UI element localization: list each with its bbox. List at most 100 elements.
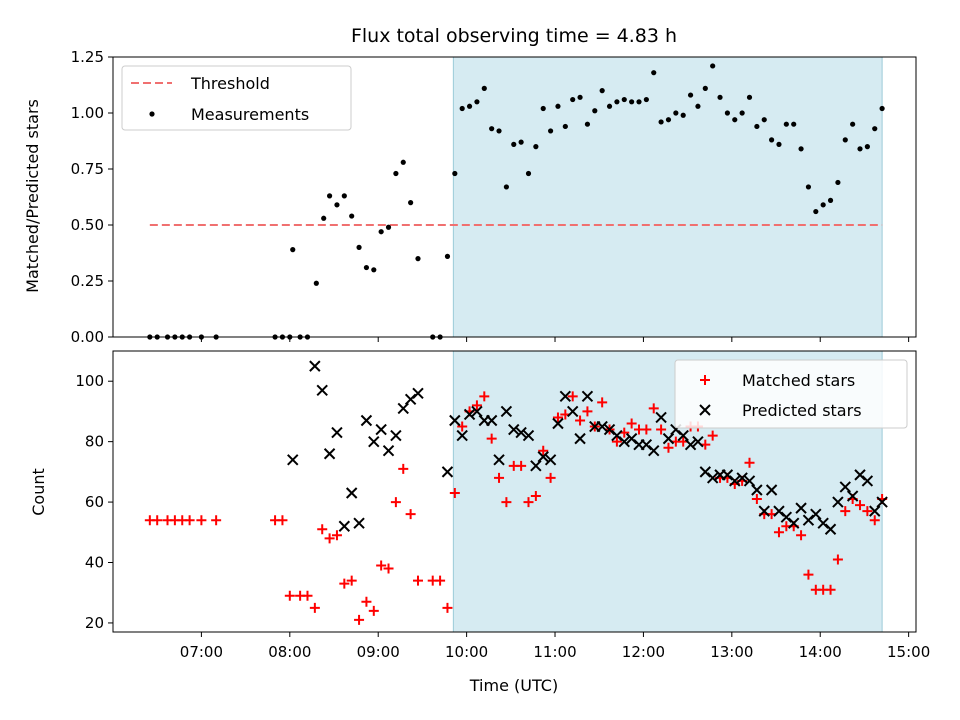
series-measurements — [147, 63, 885, 340]
y-tick-label: 100 — [75, 372, 104, 390]
bottom-panel: 20 40 60 80 100 07:00 08:00 09:00 10:00 11:00 12:0… — [75, 350, 930, 661]
measurement-point — [533, 144, 539, 150]
x-tick-label: 07:00 — [180, 643, 223, 661]
measurement-point — [827, 197, 834, 203]
measurement-point — [769, 137, 775, 143]
legend-predicted-label: Predicted stars — [742, 401, 862, 420]
matched-point — [869, 515, 880, 526]
matched-point — [412, 575, 423, 586]
measurement-point — [695, 103, 701, 109]
measurement-point — [570, 96, 576, 103]
measurement-point — [761, 117, 767, 123]
matched-point — [284, 590, 295, 601]
y-tick-label: 60 — [85, 493, 104, 511]
matched-point — [376, 560, 387, 571]
matched-point — [575, 415, 586, 426]
predicted-point — [471, 405, 483, 418]
matched-point — [383, 563, 394, 574]
predicted-point — [353, 517, 365, 529]
measurement-point — [415, 256, 421, 262]
measurement-point — [879, 105, 885, 112]
measurement-point — [525, 170, 532, 177]
matched-point — [277, 515, 288, 526]
predicted-point — [316, 384, 328, 396]
measurement-point — [835, 179, 841, 186]
x-tick-label: 11:00 — [533, 643, 576, 661]
predicted-point — [861, 475, 874, 487]
predicted-point — [485, 414, 498, 427]
matched-point — [361, 596, 372, 607]
x-tick-label: 08:00 — [268, 643, 311, 661]
measurement-point — [385, 224, 392, 230]
measurement-point — [459, 105, 465, 112]
measurement-point — [481, 85, 487, 91]
predicted-point — [552, 417, 564, 430]
measurement-point — [540, 105, 546, 112]
series-predicted-stars — [287, 360, 888, 535]
predicted-point — [839, 481, 851, 493]
predicted-point — [515, 426, 527, 439]
measurement-point — [489, 126, 495, 132]
y-tick-label: 0.50 — [71, 216, 104, 234]
measurement-point — [717, 94, 723, 100]
measurement-point — [371, 267, 377, 273]
predicted-point — [309, 360, 321, 372]
matched-point — [435, 575, 446, 586]
measurement-point — [474, 99, 480, 105]
matched-point — [567, 391, 578, 402]
measurement-point — [621, 96, 627, 103]
predicted-point — [537, 451, 549, 463]
matched-point — [855, 500, 866, 511]
matched-point — [398, 463, 409, 474]
measurement-point — [820, 202, 826, 208]
matched-point — [707, 430, 718, 441]
matched-point — [545, 472, 556, 483]
axes-frame — [112, 350, 917, 633]
x-tick-label: 13:00 — [710, 643, 753, 661]
measurement-point — [842, 137, 848, 143]
predicted-point — [662, 432, 675, 445]
matched-point — [552, 412, 563, 423]
predicted-point — [323, 448, 336, 460]
matched-point — [744, 457, 755, 468]
measurement-point — [783, 121, 789, 127]
y-tick-label: 1.00 — [71, 104, 104, 122]
measurement-point — [805, 184, 812, 190]
predicted-point — [743, 475, 756, 487]
matched-point — [368, 605, 379, 616]
y-tick-label: 80 — [85, 433, 104, 451]
matched-point — [309, 602, 320, 613]
matched-point — [530, 491, 541, 502]
matched-point — [479, 391, 490, 402]
predicted-point — [751, 484, 763, 496]
top-y-axis-label: Matched/Predicted stars — [23, 99, 42, 293]
predicted-point — [390, 429, 402, 442]
legend-matched-label: Matched stars — [742, 371, 855, 390]
predicted-point — [618, 435, 630, 448]
matched-point — [803, 569, 814, 580]
predicted-point — [449, 414, 461, 427]
matched-point — [196, 515, 207, 526]
y-tick-label: 0.25 — [71, 272, 104, 290]
measurement-point — [452, 170, 458, 177]
measurement-point — [466, 103, 473, 109]
x-tick-label: 10:00 — [445, 643, 488, 661]
measurement-point — [555, 103, 561, 109]
measurement-point — [547, 128, 554, 134]
predicted-point — [508, 423, 520, 436]
matched-point — [457, 421, 468, 432]
predicted-point — [287, 454, 299, 466]
y-tick-label: 0.00 — [71, 328, 104, 346]
matched-point — [152, 515, 163, 526]
measurement-point — [658, 119, 664, 125]
measurement-point — [518, 139, 524, 145]
predicted-point — [758, 505, 770, 517]
matched-point — [796, 530, 807, 541]
predicted-point — [544, 454, 557, 466]
predicted-point — [876, 496, 888, 508]
matched-point — [832, 554, 843, 565]
bottom-y-axis-label: Count — [29, 468, 48, 516]
measurement-point — [290, 247, 296, 253]
predicted-point — [500, 405, 513, 418]
matched-point — [486, 433, 497, 444]
